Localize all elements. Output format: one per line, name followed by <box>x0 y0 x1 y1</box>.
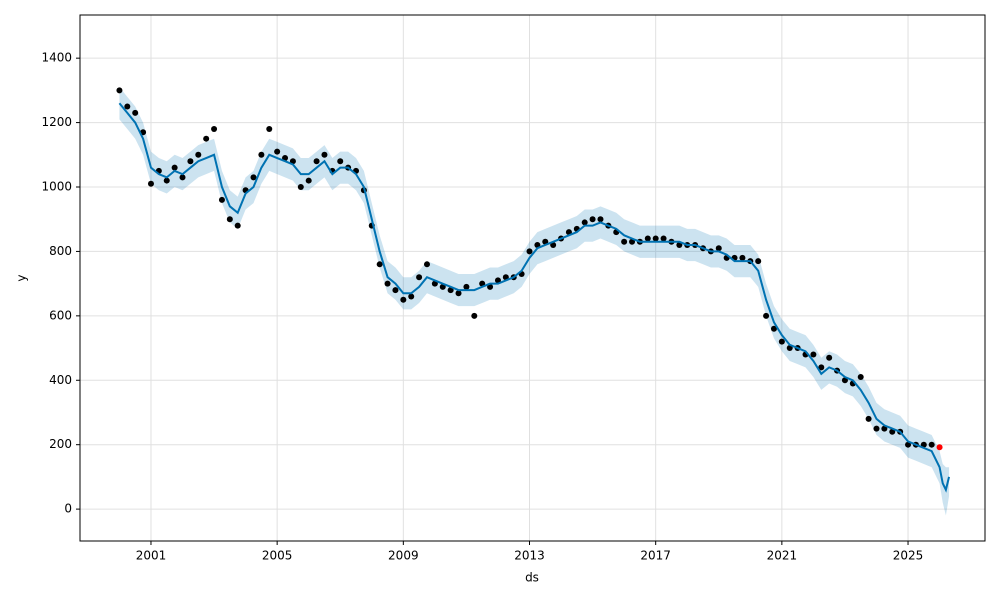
x-tick-label: 2017 <box>640 549 671 563</box>
y-axis-label: y <box>15 274 29 281</box>
data-point <box>171 164 178 171</box>
x-tick-label: 2025 <box>893 549 924 563</box>
data-point <box>936 444 943 451</box>
data-point <box>400 296 407 303</box>
x-tick-label: 2001 <box>136 549 167 563</box>
data-point <box>258 151 265 158</box>
data-point <box>305 177 312 184</box>
data-point <box>565 229 572 236</box>
data-point <box>132 109 139 116</box>
data-point <box>928 441 935 448</box>
data-point <box>597 216 604 223</box>
data-point <box>211 126 218 133</box>
data-point <box>447 287 454 294</box>
y-tick-label: 400 <box>49 373 72 387</box>
data-point <box>408 293 415 300</box>
x-axis-label: ds <box>525 571 539 585</box>
data-point <box>384 280 391 287</box>
data-point <box>455 290 462 297</box>
y-tick-label: 1400 <box>41 51 72 65</box>
data-point <box>266 126 273 133</box>
data-point <box>282 155 289 162</box>
data-point <box>881 425 888 432</box>
data-point <box>439 283 446 290</box>
y-tick-label: 1200 <box>41 115 72 129</box>
data-point <box>810 351 817 358</box>
data-point <box>297 184 304 191</box>
data-point <box>274 148 281 155</box>
data-point <box>313 158 320 165</box>
data-point <box>289 158 296 165</box>
data-point <box>487 283 494 290</box>
data-point <box>250 174 257 181</box>
data-point <box>392 287 399 294</box>
data-point <box>218 196 225 203</box>
data-point <box>195 151 202 158</box>
data-point <box>889 428 896 435</box>
data-point <box>857 374 864 381</box>
data-point <box>376 261 383 268</box>
data-point <box>581 219 588 226</box>
data-point <box>778 338 785 345</box>
x-tick-label: 2009 <box>388 549 419 563</box>
data-point <box>163 177 170 184</box>
data-point <box>479 280 486 287</box>
data-point <box>621 238 628 245</box>
y-tick-label: 800 <box>49 244 72 258</box>
data-point <box>770 325 777 332</box>
data-point <box>865 415 872 422</box>
data-point <box>841 377 848 384</box>
data-point <box>542 238 549 245</box>
data-point <box>502 274 509 281</box>
data-point <box>179 174 186 181</box>
data-point <box>203 135 210 142</box>
x-tick-label: 2013 <box>514 549 545 563</box>
data-point <box>321 151 328 158</box>
data-point <box>124 103 131 110</box>
data-point <box>187 158 194 165</box>
data-point <box>763 312 770 319</box>
data-point <box>629 238 636 245</box>
data-point <box>494 277 501 284</box>
y-tick-label: 600 <box>49 308 72 322</box>
data-point <box>739 254 746 261</box>
data-point <box>431 280 438 287</box>
plot-frame <box>79 14 986 542</box>
data-point <box>423 261 430 268</box>
data-point <box>526 248 533 255</box>
data-point <box>920 441 927 448</box>
y-tick-label: 1000 <box>41 180 72 194</box>
x-tick-label: 2005 <box>262 549 293 563</box>
data-point <box>337 158 344 165</box>
data-point <box>905 441 912 448</box>
data-point <box>589 216 596 223</box>
data-point <box>644 235 651 242</box>
data-point <box>715 245 722 252</box>
data-point <box>463 283 470 290</box>
data-point <box>116 87 123 94</box>
data-point <box>826 354 833 361</box>
forecast-line <box>118 102 951 493</box>
data-point <box>818 364 825 371</box>
y-tick-label: 200 <box>49 437 72 451</box>
data-point <box>416 274 423 281</box>
data-point <box>550 241 557 248</box>
data-point <box>226 216 233 223</box>
data-point <box>652 235 659 242</box>
x-tick-label: 2021 <box>767 549 798 563</box>
data-point <box>676 241 683 248</box>
y-tick-label: 0 <box>64 502 72 516</box>
data-point <box>534 241 541 248</box>
data-point <box>234 222 241 229</box>
data-point <box>755 258 762 265</box>
data-point <box>873 425 880 432</box>
data-point <box>147 180 154 187</box>
data-point <box>660 235 667 242</box>
data-point <box>786 345 793 352</box>
data-point <box>471 312 478 319</box>
